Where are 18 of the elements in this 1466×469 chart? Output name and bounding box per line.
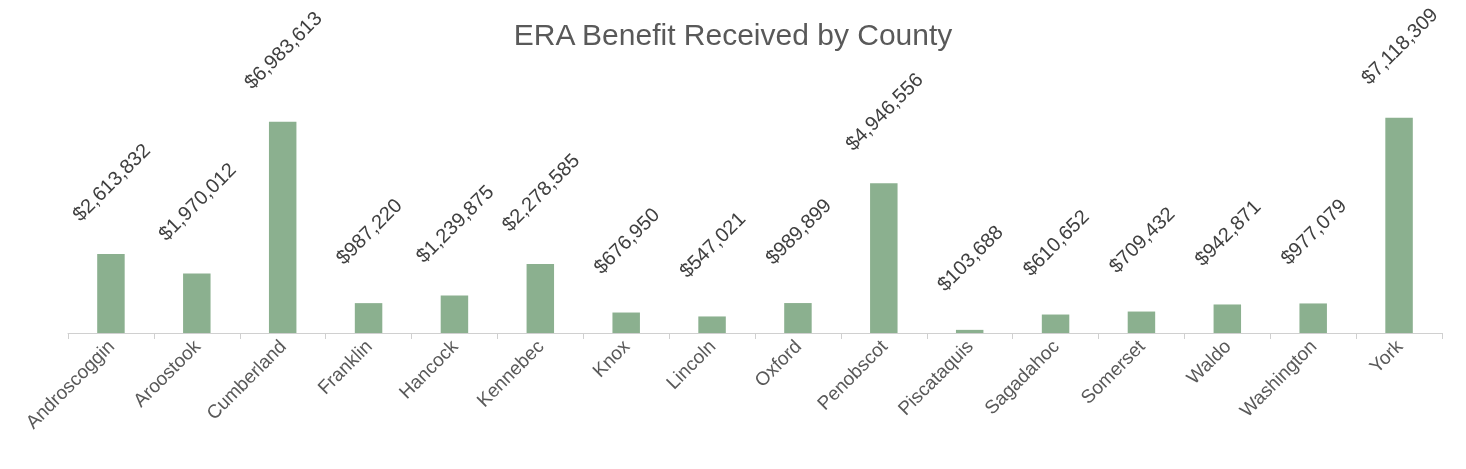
chart-title: ERA Benefit Received by County bbox=[513, 17, 953, 51]
bar bbox=[1041, 314, 1070, 333]
bar bbox=[1299, 303, 1327, 333]
bar bbox=[784, 303, 812, 333]
bar bbox=[698, 316, 726, 333]
bar bbox=[955, 329, 984, 333]
bar bbox=[612, 312, 640, 333]
bar bbox=[97, 253, 125, 333]
bar bbox=[440, 295, 469, 333]
bar bbox=[1385, 117, 1413, 333]
bar bbox=[1127, 311, 1156, 333]
bar bbox=[870, 183, 898, 333]
bar bbox=[354, 303, 383, 333]
bar bbox=[1213, 304, 1242, 333]
bar bbox=[183, 273, 211, 333]
x-tick-label: York bbox=[1365, 335, 1407, 377]
bar bbox=[268, 121, 297, 333]
bar bbox=[526, 264, 555, 333]
